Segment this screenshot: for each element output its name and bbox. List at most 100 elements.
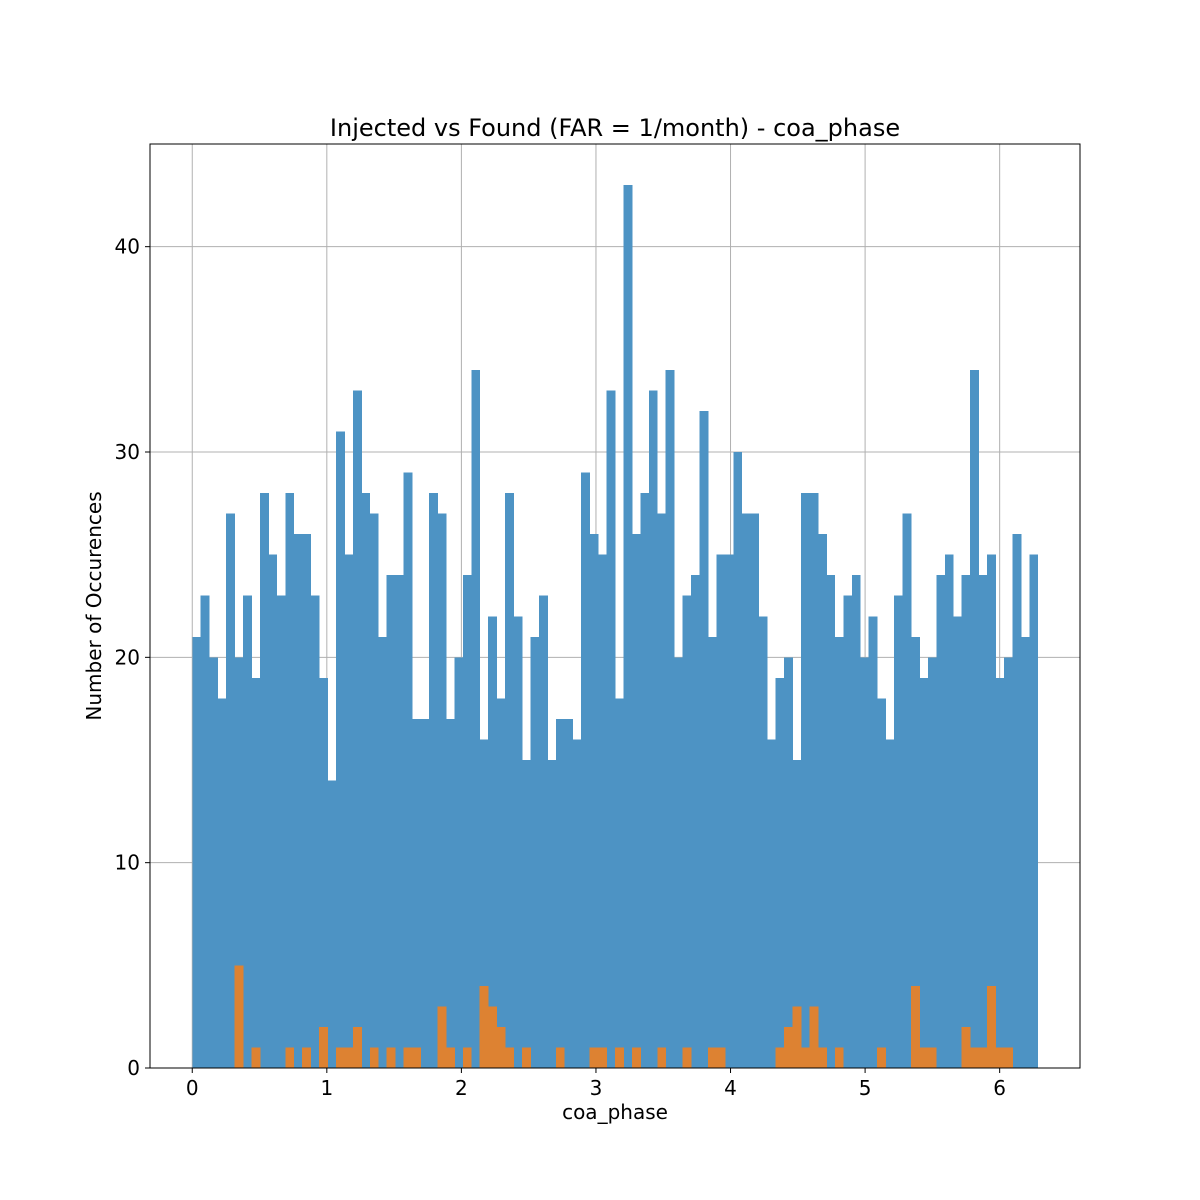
histogram-bar-series-1	[851, 575, 861, 1068]
histogram-bar-series-2	[285, 1047, 295, 1068]
histogram-bar-series-2	[927, 1047, 937, 1068]
histogram-bar-series-1	[522, 760, 531, 1068]
histogram-bar-series-1	[910, 636, 920, 1068]
histogram-bar-series-1	[758, 616, 768, 1068]
plot-frame	[149, 143, 1081, 1069]
histogram-bar-series-1	[538, 595, 548, 1068]
histogram-bar-series-1	[809, 493, 819, 1069]
histogram-bar-series-1	[268, 554, 278, 1068]
histogram-bar-series-1	[335, 431, 345, 1068]
histogram-bar-series-2	[801, 1047, 810, 1068]
histogram-bar-series-1	[285, 493, 295, 1069]
histogram-bar-series-1	[352, 390, 362, 1068]
histogram-bar-series-1	[648, 390, 658, 1068]
histogram-bar-series-2	[488, 1006, 498, 1068]
histogram-bar-series-2	[479, 985, 489, 1068]
histogram-bar-series-1	[234, 657, 244, 1068]
histogram-bar-series-2	[910, 985, 920, 1068]
histogram-bar-series-1	[412, 718, 421, 1068]
histogram-bar-series-1	[792, 760, 802, 1068]
histogram-bar-series-1	[691, 575, 700, 1068]
histogram-bar-series-1	[395, 575, 405, 1068]
histogram-bar-series-1	[327, 780, 337, 1068]
histogram-bar-series-1	[226, 513, 235, 1068]
histogram-bar-series-2	[462, 1047, 472, 1068]
histogram-bar-series-1	[259, 493, 269, 1069]
histogram-bar-series-1	[615, 698, 624, 1068]
histogram-bar-series-1	[767, 739, 777, 1068]
histogram-bar-series-2	[234, 965, 244, 1068]
histogram-bar-series-1	[209, 657, 219, 1068]
x-axis-label: coa_phase	[562, 1100, 668, 1124]
histogram-bar-series-1	[462, 575, 472, 1068]
histogram-bar-series-1	[953, 616, 963, 1068]
histogram-bar-series-1	[581, 472, 591, 1068]
histogram-bar-series-2	[589, 1047, 599, 1068]
histogram-bar-series-1	[784, 657, 793, 1068]
histogram-bar-series-1	[927, 657, 937, 1068]
histogram-bar-series-1	[860, 657, 870, 1068]
histogram-bar-series-1	[302, 534, 312, 1068]
bars	[192, 185, 1039, 1069]
histogram-bar-series-1	[598, 554, 607, 1068]
histogram-bar-series-1	[293, 534, 303, 1068]
histogram-bar-series-1	[944, 554, 954, 1068]
histogram-bar-series-2	[817, 1047, 827, 1068]
histogram-bar-series-2	[834, 1047, 844, 1068]
histogram-bar-series-2	[369, 1047, 379, 1068]
histogram-bar-series-1	[369, 513, 379, 1068]
histogram-bar-series-1	[987, 554, 996, 1068]
histogram-bar-series-1	[682, 595, 692, 1068]
histogram-bar-series-1	[530, 636, 540, 1068]
histogram-bar-series-1	[428, 493, 438, 1069]
histogram-bar-series-1	[242, 595, 252, 1068]
x-tick-label: 1	[320, 1076, 333, 1100]
histogram-bar-series-1	[657, 513, 667, 1068]
histogram-bar-series-1	[454, 657, 464, 1068]
histogram-bar-series-2	[682, 1047, 692, 1068]
histogram-bar-series-1	[708, 636, 717, 1068]
histogram-bar-series-1	[970, 369, 979, 1068]
x-tick-label: 3	[590, 1076, 603, 1100]
histogram-bar-series-1	[978, 575, 988, 1068]
histogram-bar-series-2	[987, 985, 996, 1068]
histogram-bar-series-1	[564, 718, 574, 1068]
histogram-bar-series-1	[801, 493, 810, 1069]
axis-ticks: 0 1 2 3 4 5 6 0 10 20 30 40	[115, 235, 1006, 1100]
histogram-bar-series-2	[631, 1047, 641, 1068]
histogram-bar-series-1	[310, 595, 320, 1068]
histogram-bar-series-1	[488, 616, 498, 1068]
histogram-bar-series-2	[657, 1047, 667, 1068]
histogram-bar-series-2	[615, 1047, 624, 1068]
histogram-bar-series-1	[716, 554, 726, 1068]
histogram-bar-series-1	[572, 739, 582, 1068]
histogram-bar-series-2	[1003, 1047, 1013, 1068]
histogram-bar-series-2	[335, 1047, 345, 1068]
histogram-bar-series-1	[319, 677, 328, 1068]
histogram-bar-series-1	[817, 534, 827, 1068]
histogram-bar-series-1	[640, 493, 650, 1069]
histogram-bar-series-1	[344, 554, 354, 1068]
histogram-bar-series-1	[665, 369, 675, 1068]
histogram-bar-series-2	[961, 1026, 971, 1068]
histogram-bar-series-1	[894, 595, 903, 1068]
histogram-bar-series-1	[885, 739, 895, 1068]
histogram-bar-series-1	[750, 513, 760, 1068]
histogram-bar-series-1	[961, 575, 971, 1068]
histogram-bar-series-1	[919, 677, 929, 1068]
histogram-bar-series-1	[699, 410, 709, 1068]
histogram-bar-series-2	[319, 1026, 328, 1068]
histogram-bar-series-1	[623, 185, 633, 1069]
histogram-bar-series-1	[724, 554, 734, 1068]
histogram-bar-series-1	[868, 616, 878, 1068]
histogram-bar-series-1	[775, 677, 785, 1068]
x-tick-label: 6	[993, 1076, 1006, 1100]
histogram-bar-series-2	[302, 1047, 312, 1068]
histogram-bar-series-1	[361, 493, 371, 1069]
histogram-bar-series-2	[251, 1047, 261, 1068]
histogram-bar-series-1	[936, 575, 946, 1068]
histogram-bar-series-2	[598, 1047, 607, 1068]
histogram-bar-series-1	[386, 575, 396, 1068]
histogram-bar-series-1	[445, 718, 455, 1068]
